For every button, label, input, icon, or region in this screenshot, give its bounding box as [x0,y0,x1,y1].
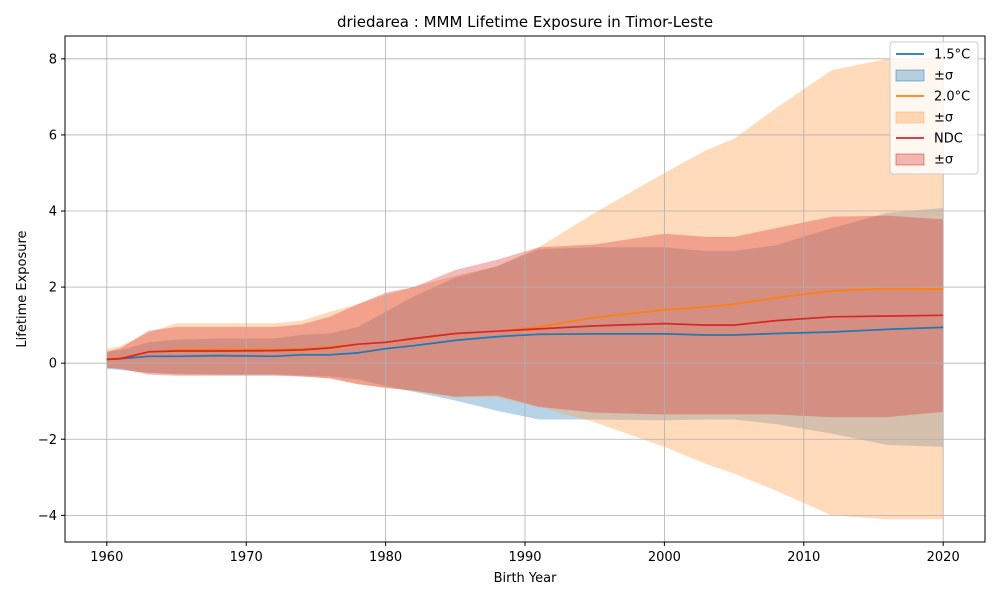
x-tick-label: 2010 [787,550,820,565]
legend-band-label: ±σ [934,153,953,168]
x-axis-ticks: 1960 1970 1980 1990 2000 2010 2020 [90,542,960,565]
legend-band-swatch [895,69,925,82]
y-axis-label: Lifetime Exposure [15,230,30,347]
grid-layer [65,36,985,542]
x-axis-label: Birth Year [494,571,558,586]
series-line-0 [106,326,944,361]
x-tick-label: 1990 [508,550,541,565]
y-tick-label: 2 [49,281,57,296]
legend-band-label: ±σ [934,69,953,84]
series-line-2 [106,314,944,361]
y-tick-label: 6 [49,128,57,143]
chart-title: driedarea : MMM Lifetime Exposure in Tim… [337,13,713,31]
legend-band-label: ±σ [934,111,953,126]
legend-band-swatch [895,111,925,124]
y-tick-label: 4 [49,205,57,220]
x-tick-label: 1960 [90,550,123,565]
legend-label: NDC [934,132,963,147]
y-tick-label: −4 [38,509,57,524]
y-tick-label: 0 [49,357,57,372]
x-tick-label: 1970 [230,550,263,565]
line-layer [106,287,944,361]
x-tick-label: 2000 [648,550,681,565]
legend-label: 1.5°C [934,48,970,63]
legend: 1.5°C ±σ 2.0°C ±σ NDC ±σ [889,41,979,175]
x-tick-label: 2020 [927,550,960,565]
legend-band-swatch [895,153,925,166]
legend-box [889,41,979,175]
y-tick-label: 8 [49,52,57,67]
y-tick-label: −2 [38,433,57,448]
x-tick-label: 1980 [369,550,402,565]
legend-label: 2.0°C [934,90,970,105]
y-axis-ticks: −4 −2 0 2 4 6 8 [38,52,65,524]
